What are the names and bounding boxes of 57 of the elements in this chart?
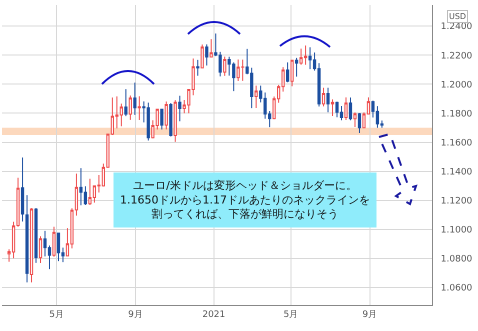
candlestick [128, 95, 132, 120]
candlestick [133, 82, 136, 116]
y-tick-label: 1.1200 [440, 196, 473, 207]
y-tick-label: 1.1800 [440, 109, 473, 120]
candlestick [25, 194, 29, 283]
candlestick [56, 232, 60, 262]
candlestick [38, 236, 42, 264]
candlestick [290, 59, 294, 87]
candlestick [340, 105, 344, 121]
annotation: 割ってくれば、下落が鮮明になりそう [151, 208, 338, 221]
candlestick [326, 87, 330, 113]
y-tick-label: 1.0600 [440, 284, 473, 294]
candlestick [348, 97, 352, 121]
candlestick [20, 157, 24, 222]
candlestick [223, 56, 226, 76]
candlestick [160, 108, 164, 130]
x-tick-label: 2021 [202, 310, 226, 320]
candlestick [205, 44, 208, 66]
y-tick-label: 1.1600 [440, 138, 473, 148]
candlestick [344, 96, 348, 121]
candlestick [138, 96, 141, 121]
candlestick [286, 62, 290, 83]
candlestick [30, 208, 34, 283]
y-tick-label: 1.1000 [440, 226, 473, 236]
candlestick [210, 38, 213, 58]
candlestick [322, 87, 326, 107]
candlestick [169, 102, 172, 137]
y-tick-label: 1.0800 [440, 254, 473, 265]
candlestick [294, 57, 298, 78]
x-tick-label: 9月 [362, 310, 378, 320]
candlestick [196, 59, 200, 76]
candlestick [254, 85, 258, 108]
candlestick [174, 100, 177, 142]
candlestick [124, 88, 128, 117]
x-tick-label: 5月 [283, 310, 298, 320]
candlestick [308, 46, 312, 70]
x-tick-label: 9月 [128, 310, 143, 320]
y-tick-label: 1.2000 [440, 80, 473, 90]
candlestick [88, 178, 92, 206]
y-axis-title: USD [449, 12, 466, 21]
candlestick [358, 112, 362, 134]
y-tick-label: 1.2200 [440, 51, 473, 62]
candlestick [335, 101, 339, 118]
candlestick [79, 168, 83, 206]
x-tick-label: 5月 [49, 310, 64, 320]
candlestick [353, 112, 357, 128]
annotation: ユーロ/米ドルは変形ヘッド＆ショルダーに。 [133, 179, 357, 192]
candlestick [164, 100, 168, 130]
y-tick-label: 1.1400 [440, 167, 473, 178]
candlestick [178, 95, 182, 122]
candlestick [34, 207, 38, 264]
candlestick [304, 45, 308, 66]
candlestick [52, 226, 56, 258]
candlestick [200, 44, 204, 69]
annotation: 1.1650ドルから1.17ドルあたりのネックラインを [120, 193, 370, 206]
candlestick [330, 98, 334, 116]
candlestick [299, 48, 303, 66]
